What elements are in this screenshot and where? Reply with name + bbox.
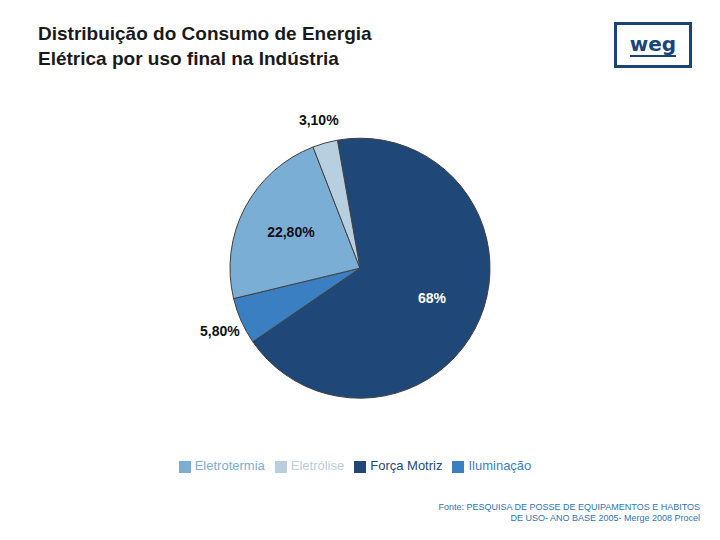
html-text:Elétrica por uso final na Indú: Elétrica por uso final na Indústria <box>38 47 339 69</box>
svg-text:5,80%: 5,80% <box>200 323 240 339</box>
html-text:weg: weg <box>629 32 677 56</box>
html-text:Eletrólise: Eletrólise <box>290 458 345 473</box>
svg-text:22,80%: 22,80% <box>267 224 315 240</box>
html-text:Força Motriz: Força Motriz <box>370 458 443 473</box>
html-text:Eletrotermia: Eletrotermia <box>194 458 265 473</box>
html-text:Iluminação: Iluminação <box>468 458 532 473</box>
html-text:Fonte: PESQUISA DE POSSE DE EQ: Fonte: PESQUISA DE POSSE DE EQUIPAMENTOS… <box>438 501 700 523</box>
html-text:Distribuição do Consumo de Ene: Distribuição do Consumo de Energia <box>38 23 372 44</box>
svg-text:3,10%: 3,10% <box>299 112 339 128</box>
svg-text:68%: 68% <box>418 290 447 306</box>
